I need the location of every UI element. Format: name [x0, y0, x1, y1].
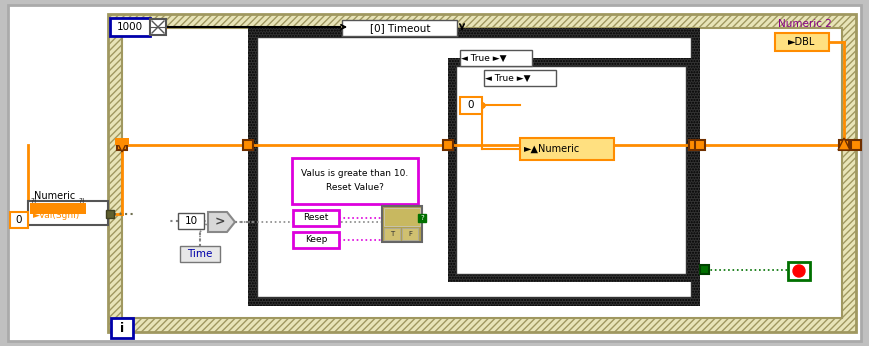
Bar [775, 33, 829, 51]
Bar [443, 140, 453, 150]
Bar [689, 140, 699, 150]
Bar [402, 228, 418, 240]
Bar [788, 262, 810, 280]
Text: 1000: 1000 [117, 22, 143, 32]
Bar [293, 210, 339, 226]
Circle shape [793, 265, 805, 277]
Text: 0: 0 [468, 100, 474, 110]
Bar [122, 28, 842, 318]
Text: Reset Value?: Reset Value? [326, 183, 384, 192]
Text: ◄ True ►▼: ◄ True ►▼ [461, 54, 507, 63]
Bar [839, 140, 849, 150]
Text: >: > [215, 216, 225, 228]
Text: i: i [120, 321, 124, 335]
Text: F: F [408, 231, 412, 237]
Text: ►DBL: ►DBL [788, 37, 816, 47]
Text: Numeric: Numeric [34, 191, 76, 201]
Text: ►Val(Sgnl): ►Val(Sgnl) [33, 211, 80, 220]
Bar [448, 58, 694, 282]
Bar [293, 232, 339, 248]
Bar [460, 97, 482, 114]
Text: [0] Timeout: [0] Timeout [369, 23, 430, 33]
Bar [30, 203, 86, 214]
Text: 0: 0 [16, 215, 23, 225]
Text: T: T [390, 231, 395, 237]
Bar [150, 19, 166, 35]
Text: ◄ True ►▼: ◄ True ►▼ [485, 73, 530, 82]
Bar [460, 50, 532, 66]
Text: 10: 10 [184, 216, 197, 226]
Text: Time: Time [188, 249, 213, 259]
Bar [178, 213, 204, 229]
Bar [695, 140, 705, 150]
Text: ?: ? [420, 215, 424, 221]
Bar [108, 14, 856, 332]
Text: Keep: Keep [305, 236, 328, 245]
Bar [106, 210, 114, 218]
Bar [248, 28, 700, 306]
Bar [257, 37, 691, 297]
Text: ?!: ?! [78, 198, 85, 204]
Bar [418, 214, 426, 222]
Bar [484, 70, 556, 86]
Polygon shape [838, 138, 850, 150]
Bar [111, 318, 133, 338]
Bar [851, 140, 861, 150]
Text: Reset: Reset [303, 213, 328, 222]
Bar [384, 228, 400, 240]
Polygon shape [116, 140, 128, 152]
Bar [700, 265, 709, 274]
Bar [448, 58, 694, 282]
Text: ?!: ?! [30, 198, 36, 204]
Text: Numeric 2: Numeric 2 [778, 19, 832, 29]
Bar [243, 140, 253, 150]
Bar [520, 138, 614, 160]
Text: Valus is greate than 10.: Valus is greate than 10. [302, 169, 408, 177]
Bar [248, 28, 700, 306]
Bar [28, 201, 108, 225]
Bar [384, 208, 420, 226]
Polygon shape [208, 212, 235, 232]
Bar [115, 138, 129, 145]
Bar [180, 246, 220, 262]
Bar [456, 66, 686, 274]
Text: ►▲Numeric: ►▲Numeric [524, 144, 580, 154]
Bar [110, 18, 150, 36]
Bar [292, 158, 418, 204]
Bar [10, 212, 28, 228]
Bar [342, 20, 457, 36]
Bar [382, 206, 422, 242]
Bar [117, 140, 127, 150]
Bar [108, 14, 856, 332]
